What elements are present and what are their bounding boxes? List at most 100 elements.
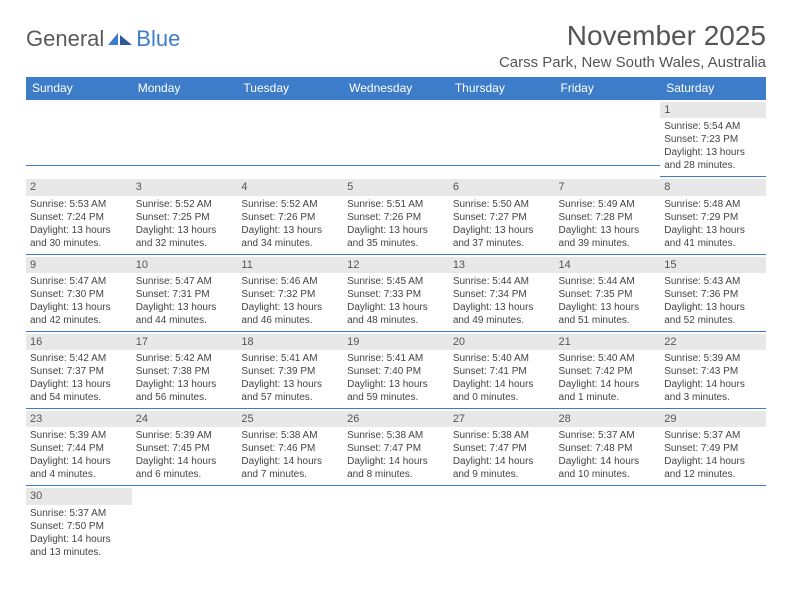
calendar-row: 2Sunrise: 5:53 AMSunset: 7:24 PMDaylight… (26, 177, 766, 254)
day-number: 13 (449, 257, 555, 273)
daylight-text: Daylight: 13 hours and 28 minutes. (664, 146, 762, 172)
day-number: 10 (132, 257, 238, 273)
calendar-cell: 7Sunrise: 5:49 AMSunset: 7:28 PMDaylight… (555, 177, 661, 254)
daylight-text: Daylight: 14 hours and 8 minutes. (347, 455, 445, 481)
logo: General Blue (26, 20, 180, 52)
daylight-text: Daylight: 13 hours and 32 minutes. (136, 224, 234, 250)
sunset-text: Sunset: 7:45 PM (136, 442, 234, 455)
sunrise-text: Sunrise: 5:39 AM (30, 429, 128, 442)
sail-icon (106, 31, 134, 47)
day-number: 9 (26, 257, 132, 273)
calendar-cell (237, 100, 343, 178)
day-number: 1 (660, 102, 766, 118)
daylight-text: Daylight: 13 hours and 48 minutes. (347, 301, 445, 327)
day-number: 8 (660, 179, 766, 195)
sunset-text: Sunset: 7:30 PM (30, 288, 128, 301)
day-header: Friday (555, 77, 661, 100)
day-header: Sunday (26, 77, 132, 100)
daylight-text: Daylight: 14 hours and 1 minute. (559, 378, 657, 404)
daylight-text: Daylight: 13 hours and 34 minutes. (241, 224, 339, 250)
calendar-cell: 14Sunrise: 5:44 AMSunset: 7:35 PMDayligh… (555, 255, 661, 332)
sunrise-text: Sunrise: 5:54 AM (664, 120, 762, 133)
daylight-text: Daylight: 13 hours and 54 minutes. (30, 378, 128, 404)
day-number: 29 (660, 411, 766, 427)
calendar-cell: 26Sunrise: 5:38 AMSunset: 7:47 PMDayligh… (343, 409, 449, 486)
daylight-text: Daylight: 14 hours and 9 minutes. (453, 455, 551, 481)
daylight-text: Daylight: 13 hours and 39 minutes. (559, 224, 657, 250)
sunset-text: Sunset: 7:41 PM (453, 365, 551, 378)
calendar-cell: 23Sunrise: 5:39 AMSunset: 7:44 PMDayligh… (26, 409, 132, 486)
calendar-cell: 8Sunrise: 5:48 AMSunset: 7:29 PMDaylight… (660, 177, 766, 254)
calendar-cell: 19Sunrise: 5:41 AMSunset: 7:40 PMDayligh… (343, 332, 449, 409)
sunrise-text: Sunrise: 5:48 AM (664, 198, 762, 211)
daylight-text: Daylight: 13 hours and 49 minutes. (453, 301, 551, 327)
calendar-row: 9 Sunrise: 5:47 AM Sunset: 7:30 PM Daylight… (26, 255, 766, 332)
calendar-cell: 5Sunrise: 5:51 AMSunset: 7:26 PMDaylight… (343, 177, 449, 254)
calendar-cell: 6Sunrise: 5:50 AMSunset: 7:27 PMDaylight… (449, 177, 555, 254)
day-number: 5 (343, 179, 449, 195)
calendar-cell: 24Sunrise: 5:39 AMSunset: 7:45 PMDayligh… (132, 409, 238, 486)
sunrise-text: Sunrise: 5:41 AM (347, 352, 445, 365)
sunset-text: Sunset: 7:29 PM (664, 211, 762, 224)
day-header-row: SundayMondayTuesdayWednesdayThursdayFrid… (26, 77, 766, 100)
day-number: 28 (555, 411, 661, 427)
sunrise-text: Sunrise: 5:43 AM (664, 275, 762, 288)
sunset-text: Sunset: 7:34 PM (453, 288, 551, 301)
calendar-cell (343, 486, 449, 562)
calendar-cell: 11Sunrise: 5:46 AMSunset: 7:32 PMDayligh… (237, 255, 343, 332)
calendar-cell (660, 486, 766, 562)
day-number: 22 (660, 334, 766, 350)
sunset-text: Sunset: 7:26 PM (347, 211, 445, 224)
calendar-cell (132, 486, 238, 562)
calendar-cell: 3Sunrise: 5:52 AMSunset: 7:25 PMDaylight… (132, 177, 238, 254)
day-number: 18 (237, 334, 343, 350)
daylight-text: Daylight: 13 hours and 46 minutes. (241, 301, 339, 327)
calendar-cell: 10Sunrise: 5:47 AMSunset: 7:31 PMDayligh… (132, 255, 238, 332)
daylight-text: Daylight: 14 hours and 10 minutes. (559, 455, 657, 481)
calendar-cell: 12Sunrise: 5:45 AMSunset: 7:33 PMDayligh… (343, 255, 449, 332)
sunset-text: Sunset: 7:26 PM (241, 211, 339, 224)
sunrise-text: Sunrise: 5:52 AM (136, 198, 234, 211)
sunrise-text: Sunrise: 5:53 AM (30, 198, 128, 211)
calendar-cell: 4Sunrise: 5:52 AMSunset: 7:26 PMDaylight… (237, 177, 343, 254)
sunset-text: Sunset: 7:27 PM (453, 211, 551, 224)
sunset-text: Sunset: 7:35 PM (559, 288, 657, 301)
calendar-cell: 13 Sunrise: 5:44 AMSunset: 7:34 PMDayligh… (449, 255, 555, 332)
daylight-text: Daylight: 13 hours and 56 minutes. (136, 378, 234, 404)
sunrise-text: Sunrise: 5:47 AM (136, 275, 234, 288)
calendar-cell: 28Sunrise: 5:37 AMSunset: 7:48 PMDayligh… (555, 409, 661, 486)
day-header: Saturday (660, 77, 766, 100)
sunrise-text: Sunrise: 5:40 AM (559, 352, 657, 365)
day-number: 15 (660, 257, 766, 273)
sunset-text: Sunset: 7:32 PM (241, 288, 339, 301)
calendar-cell: 18Sunrise: 5:41 AMSunset: 7:39 PMDayligh… (237, 332, 343, 409)
daylight-text: Daylight: 13 hours and 51 minutes. (559, 301, 657, 327)
sunrise-text: Sunrise: 5:44 AM (453, 275, 551, 288)
day-header: Wednesday (343, 77, 449, 100)
sunrise-text: Sunrise: 5:52 AM (241, 198, 339, 211)
daylight-text: Daylight: 13 hours and 35 minutes. (347, 224, 445, 250)
calendar-cell: 16Sunrise: 5:42 AMSunset: 7:37 PMDayligh… (26, 332, 132, 409)
sunset-text: Sunset: 7:23 PM (664, 133, 762, 146)
day-number: 2 (26, 179, 132, 195)
sunset-text: Sunset: 7:36 PM (664, 288, 762, 301)
sunrise-text: Sunrise: 5:49 AM (559, 198, 657, 211)
calendar-row: 1 Sunrise: 5:54 AMSunset: 7:23 PMDaylight… (26, 100, 766, 178)
sunrise-text: Sunrise: 5:50 AM (453, 198, 551, 211)
sunset-text: Sunset: 7:49 PM (664, 442, 762, 455)
calendar-cell: 15Sunrise: 5:43 AMSunset: 7:36 PMDayligh… (660, 255, 766, 332)
calendar-cell (132, 100, 238, 178)
daylight-text: Daylight: 13 hours and 44 minutes. (136, 301, 234, 327)
daylight-text: Daylight: 13 hours and 57 minutes. (241, 378, 339, 404)
sunrise-text: Sunrise: 5:37 AM (30, 507, 128, 520)
logo-text-2: Blue (136, 26, 180, 52)
calendar-cell: 22Sunrise: 5:39 AMSunset: 7:43 PMDayligh… (660, 332, 766, 409)
day-number: 12 (343, 257, 449, 273)
day-number: 6 (449, 179, 555, 195)
day-number: 30 (26, 488, 132, 504)
calendar-cell (555, 100, 661, 178)
sunset-text: Sunset: 7:33 PM (347, 288, 445, 301)
day-number: 19 (343, 334, 449, 350)
calendar-cell: 2Sunrise: 5:53 AMSunset: 7:24 PMDaylight… (26, 177, 132, 254)
daylight-text: Daylight: 14 hours and 4 minutes. (30, 455, 128, 481)
